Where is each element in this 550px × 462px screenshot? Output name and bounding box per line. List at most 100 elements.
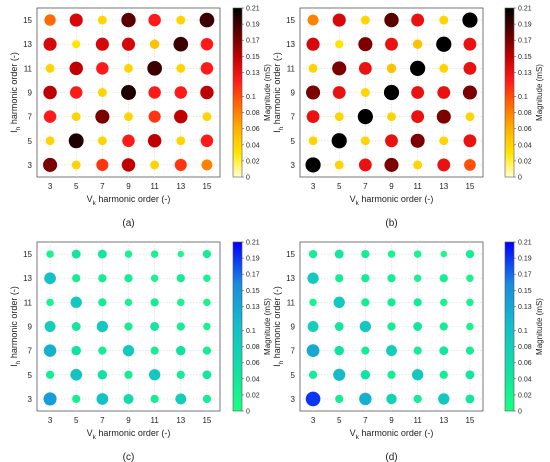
data-point [437,158,451,172]
y-tick-label: 3 [28,161,33,170]
data-point [203,274,211,282]
data-point [71,160,81,170]
data-point [175,393,187,405]
data-point [361,346,370,355]
colorbar-tick-label: 0.21 [518,240,532,247]
data-point [174,158,187,171]
panel-label: (b) [385,218,397,229]
data-point [44,272,56,285]
x-tick-label: 11 [150,182,159,191]
x-tick-label: 11 [413,182,422,191]
data-point [147,134,162,148]
data-point [331,133,347,149]
x-tick-label: 11 [413,416,422,425]
colorbar-tick-label: 0.06 [246,360,260,367]
x-tick-label: 13 [176,182,185,191]
y-tick-label: 3 [291,395,296,404]
data-point [96,320,109,333]
y-tick-label: 7 [28,113,33,122]
y-tick-label: 5 [291,371,296,380]
data-point [410,133,425,148]
colorbar-label: Magnitude (mS) [263,298,272,355]
panel-label: (a) [122,218,134,229]
data-point [306,110,320,124]
data-point [45,370,55,379]
colorbar-tick-label: 0.19 [246,22,260,29]
data-point [72,40,81,49]
colorbar-tick-label: 0.08 [246,344,260,351]
data-point [44,14,56,26]
data-point [465,112,475,122]
y-tick-label: 9 [291,323,296,332]
x-tick-label: 13 [176,416,185,425]
colorbar-label: Magnitude (mS) [535,298,544,355]
data-point [440,298,448,307]
colorbar-tick-label: 0.02 [518,158,532,165]
data-point [174,109,188,124]
x-axis-label: Vk harmonic order (-) [87,194,171,207]
colorbar-tick-label: 0.04 [246,376,260,383]
data-point [440,250,448,258]
colorbar-tick-label: 0.13 [518,70,532,77]
data-point [387,370,396,379]
colorbar-tick-label: 0.1 [518,94,528,101]
colorbar-tick-label: 0 [518,175,522,182]
data-point [124,322,133,331]
data-point [413,160,423,170]
data-point [148,369,161,381]
data-point [465,249,475,259]
data-point [308,136,318,146]
x-tick-label: 9 [389,416,394,425]
data-point [69,86,83,99]
data-point [44,321,56,332]
data-point [176,274,185,283]
data-point [385,37,398,51]
data-point [308,63,318,73]
data-point [384,157,399,172]
data-point [413,298,422,307]
colorbar-tick-label: 0.08 [518,110,532,117]
colorbar-tick-label: 0.02 [246,392,260,399]
data-point [357,109,373,125]
colorbar-tick-label: 0.21 [246,6,260,13]
colorbar-tick-label: 0 [246,175,250,182]
data-point [463,134,477,148]
data-point [308,249,318,259]
data-point [462,85,477,100]
y-tick-label: 15 [23,250,32,259]
colorbar-tick-label: 0.17 [518,272,532,279]
colorbar-tick-label: 0.19 [518,22,532,29]
data-point [308,370,318,379]
data-point [202,249,212,259]
data-point [121,12,136,28]
data-point [123,393,134,404]
data-point [462,12,478,28]
y-tick-label: 13 [286,274,295,283]
data-point [176,15,186,25]
data-point [124,274,133,283]
x-axis-label: Vk harmonic order (-) [87,428,171,441]
colorbar-tick-label: 0.02 [518,392,532,399]
data-point [413,394,422,404]
x-axis-label: Vk harmonic order (-) [350,428,434,441]
x-tick-label: 5 [337,182,342,191]
data-point [439,15,449,25]
data-point [200,62,214,75]
x-tick-label: 5 [74,416,79,425]
data-point [332,86,346,99]
data-point [148,13,161,27]
y-tick-label: 11 [24,298,33,307]
x-tick-label: 3 [311,182,316,191]
data-point [150,274,159,282]
data-point [150,298,159,307]
data-point [466,274,474,282]
data-point [150,160,160,170]
data-point [309,298,317,307]
y-axis-label: Ih harmonic order (-) [272,52,285,133]
y-tick-label: 11 [287,64,296,73]
x-tick-label: 15 [202,182,211,191]
data-point [203,298,211,307]
x-tick-label: 3 [48,182,53,191]
colorbar-tick-label: 0.1 [246,328,256,335]
data-point [176,345,186,356]
